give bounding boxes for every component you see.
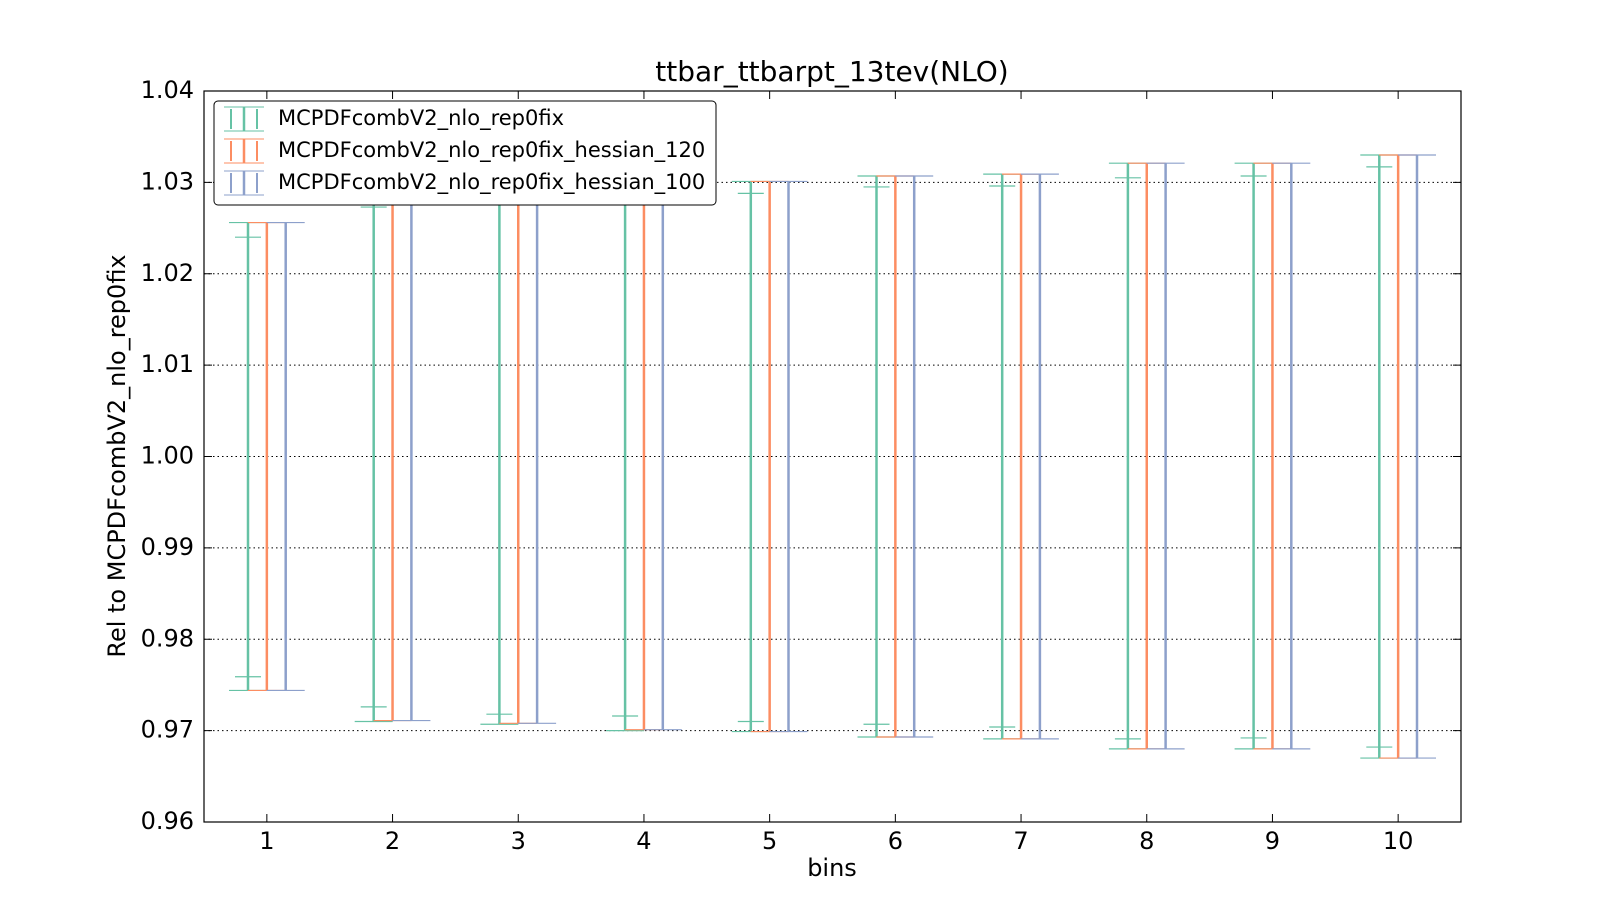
- x-tick-label: 2: [385, 827, 400, 855]
- x-tick-label: 8: [1139, 827, 1154, 855]
- x-tick-label: 1: [259, 827, 274, 855]
- x-tick-label: 5: [762, 827, 777, 855]
- x-tick-label: 4: [636, 827, 651, 855]
- chart-title: ttbar_ttbarpt_13tev(NLO): [655, 55, 1008, 88]
- x-tick-label: 7: [1013, 827, 1028, 855]
- y-tick-label: 0.97: [141, 716, 194, 744]
- y-tick-label: 1.04: [141, 76, 194, 104]
- legend-box: [213, 100, 717, 206]
- x-tick-label: 3: [511, 827, 526, 855]
- y-tick-label: 1.02: [141, 259, 194, 287]
- legend-label: MCPDFcombV2_nlo_rep0fix_hessian_100: [278, 170, 705, 195]
- legend-label: MCPDFcombV2_nlo_rep0fix: [278, 106, 564, 131]
- y-tick-label: 1.03: [141, 167, 194, 195]
- x-tick-label: 6: [888, 827, 903, 855]
- y-tick-label: 0.98: [141, 624, 194, 652]
- y-tick-label: 1.00: [141, 442, 194, 470]
- legend-label: MCPDFcombV2_nlo_rep0fix_hessian_120: [278, 138, 705, 163]
- x-tick-label: 9: [1265, 827, 1280, 855]
- legend: MCPDFcombV2_nlo_rep0fix MCPDFcombV2_nlo_r…: [213, 100, 717, 206]
- x-axis-label: bins: [807, 854, 857, 882]
- plot-frame: [203, 90, 1462, 823]
- x-tick-label: 10: [1383, 827, 1414, 855]
- y-tick-label: 0.99: [141, 533, 194, 561]
- y-tick-label: 0.96: [141, 807, 194, 835]
- y-axis-label: Rel to MCPDFcombV2_nlo_rep0fix: [103, 254, 131, 657]
- y-tick-label: 1.01: [141, 350, 194, 378]
